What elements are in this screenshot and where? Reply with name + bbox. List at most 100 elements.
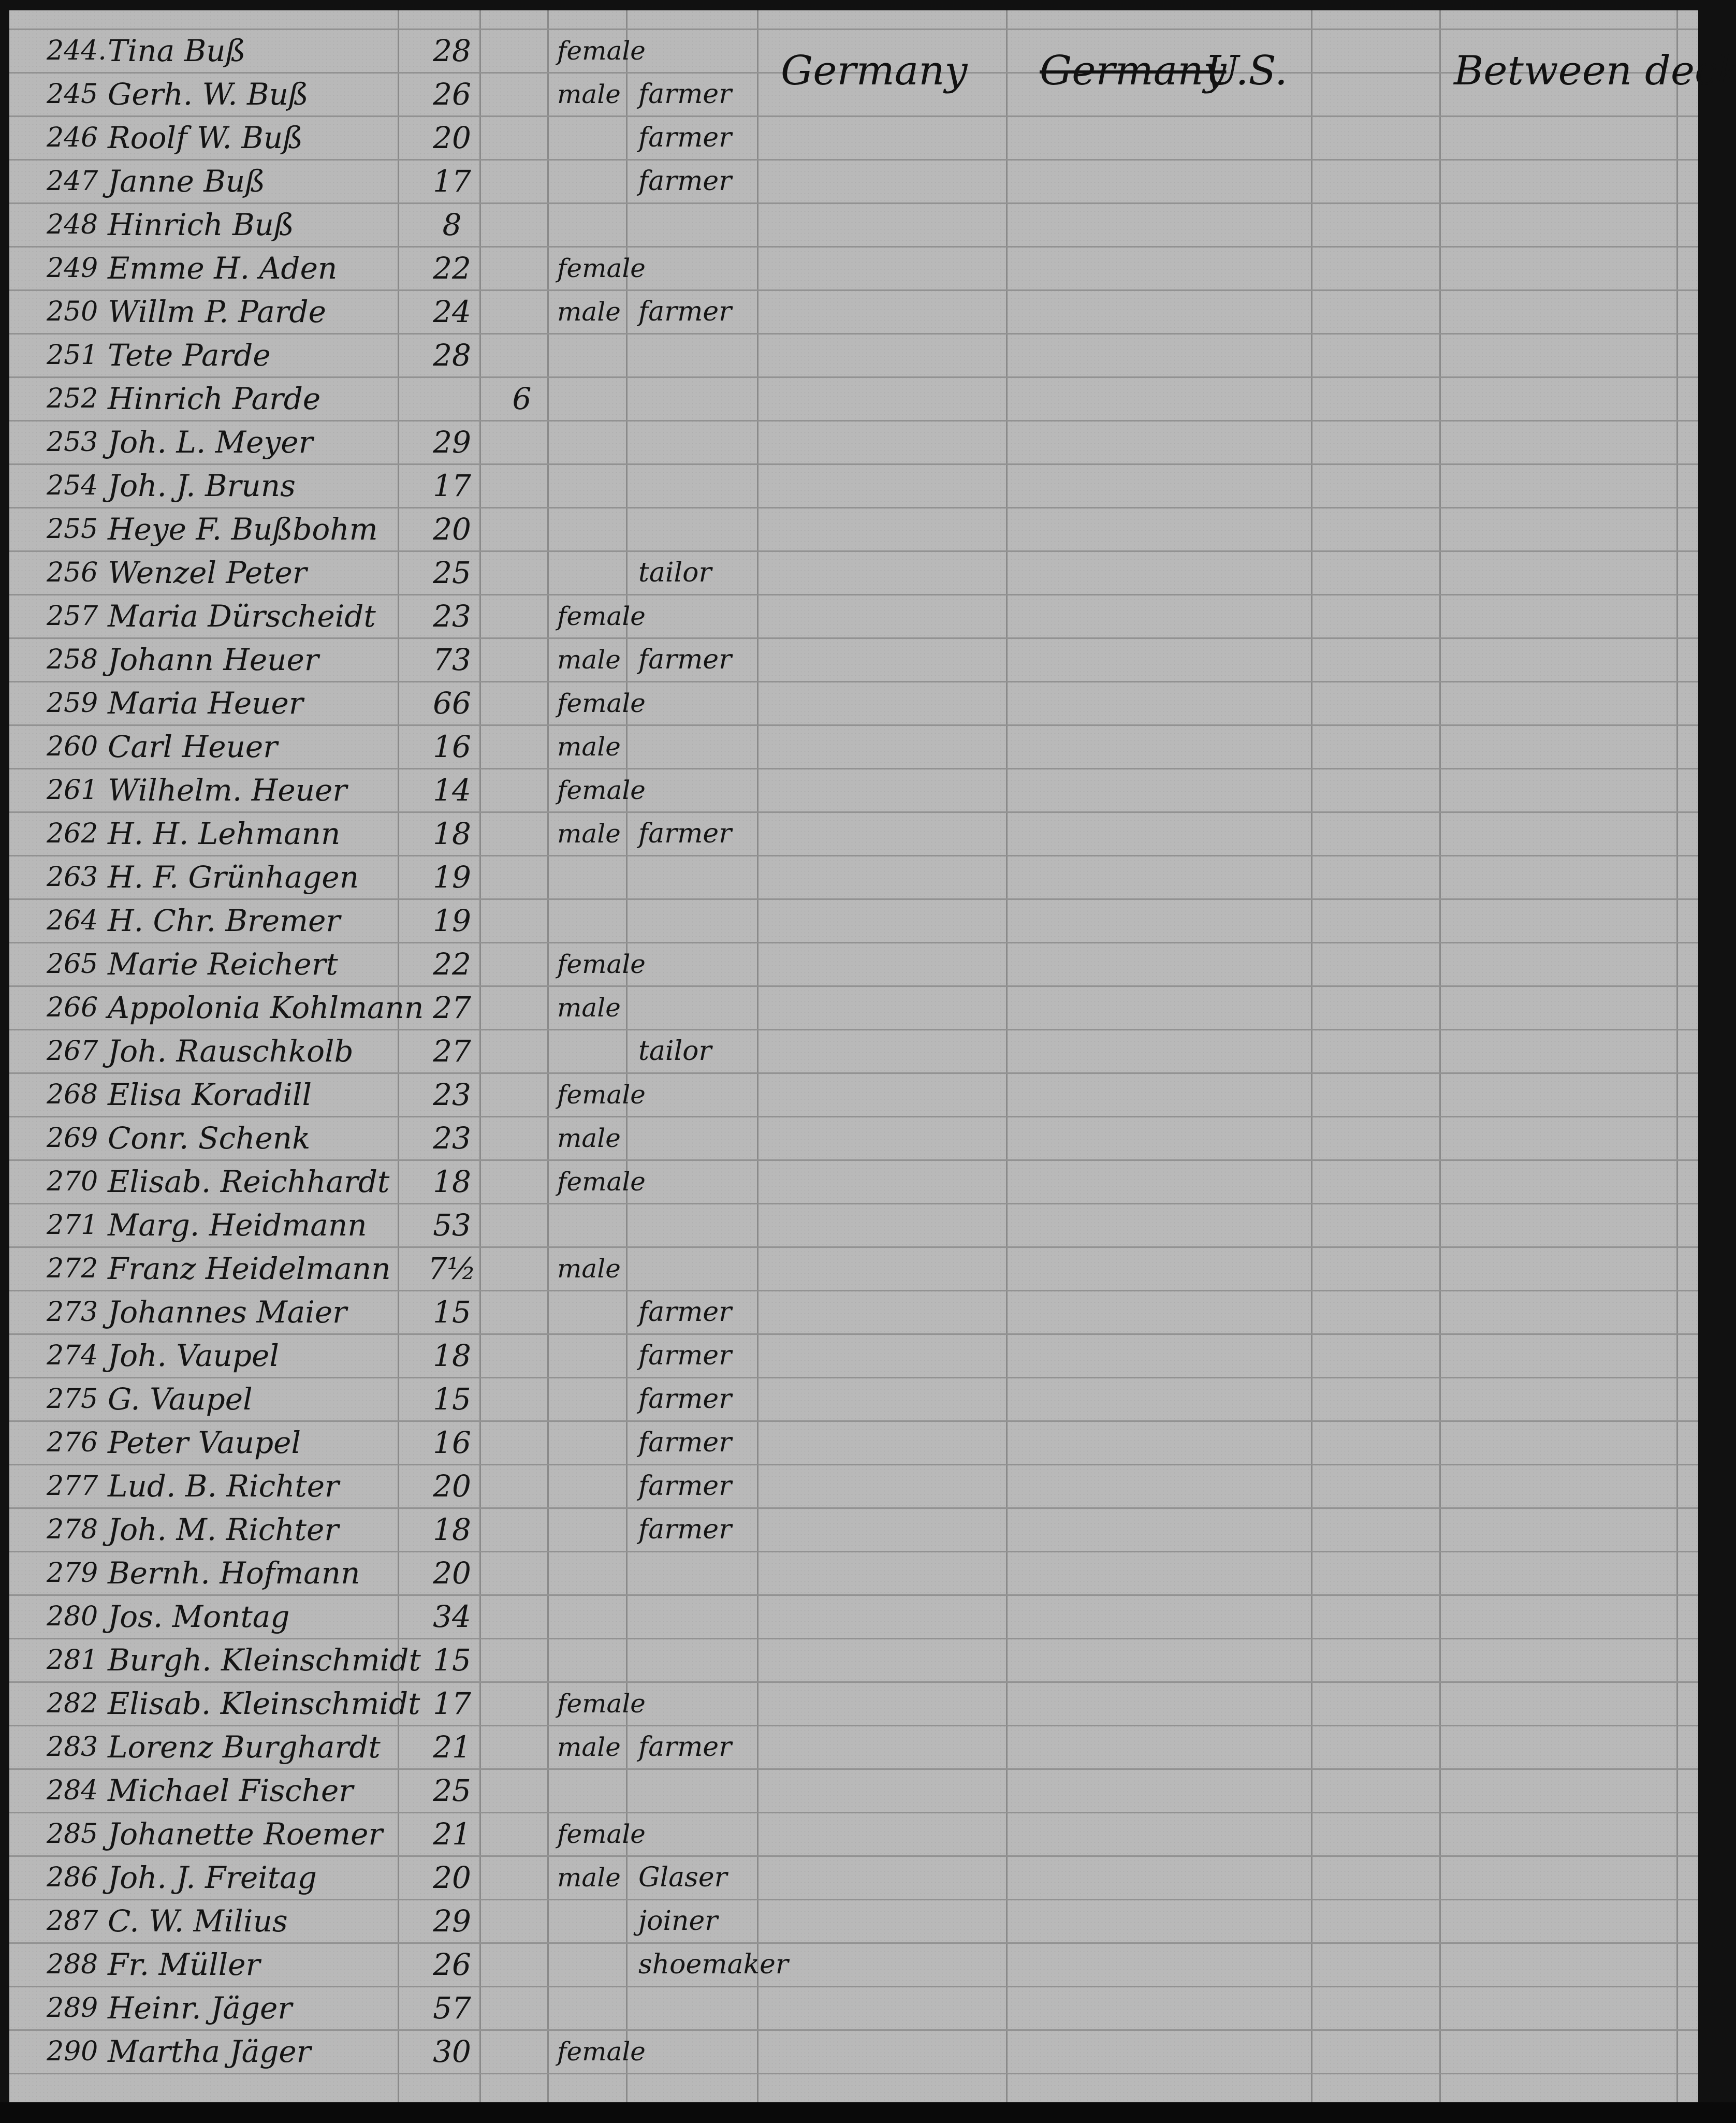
row-rule xyxy=(9,1942,1698,1944)
row-rule xyxy=(9,2073,1698,2074)
passenger-name: Franz Heidelmann xyxy=(108,1251,391,1286)
accommodation: Between deck xyxy=(1454,48,1736,94)
row-rule xyxy=(9,898,1698,900)
passenger-sex: female xyxy=(557,253,646,283)
row-rule xyxy=(9,1246,1698,1248)
passenger-age: 17 xyxy=(433,468,471,503)
passenger-num: 290 xyxy=(47,2036,98,2067)
passenger-age: 66 xyxy=(433,686,471,721)
row-rule xyxy=(9,1899,1698,1900)
passenger-sex: male xyxy=(557,645,621,675)
passenger-num: 251 xyxy=(47,340,98,371)
passenger-name: Martha Jäger xyxy=(108,2034,311,2069)
passenger-sex: female xyxy=(557,36,646,66)
passenger-num: 252 xyxy=(47,383,98,414)
passenger-name: Hinrich Parde xyxy=(108,381,321,416)
destination: U.S. xyxy=(1205,48,1288,94)
passenger-occupation: farmer xyxy=(638,1297,732,1328)
row-rule xyxy=(9,1855,1698,1857)
row-rule xyxy=(9,420,1698,421)
passenger-name: Appolonia Kohlmann xyxy=(108,990,424,1025)
passenger-num: 248 xyxy=(47,209,98,240)
passenger-name: Joh. Rauschkolb xyxy=(108,1034,354,1069)
passenger-age: 16 xyxy=(433,729,471,764)
passenger-num: 261 xyxy=(47,775,98,806)
row-rule xyxy=(9,28,1698,30)
passenger-row: 265 Marie Reichert 22 female xyxy=(9,942,1698,985)
passenger-sex: female xyxy=(557,2037,646,2067)
passenger-row: 271 Marg. Heidmann 53 xyxy=(9,1203,1698,1246)
passenger-num: 276 xyxy=(47,1427,98,1458)
passenger-num: 279 xyxy=(47,1558,98,1589)
row-rule xyxy=(9,72,1698,74)
row-rule xyxy=(9,594,1698,595)
row-rule xyxy=(9,855,1698,856)
passenger-age: 23 xyxy=(433,599,471,634)
country-of-origin: Germany xyxy=(781,48,968,94)
passenger-name: Joh. J. Freitag xyxy=(108,1860,317,1895)
passenger-sex: male xyxy=(557,297,621,327)
passenger-name: Elisa Koradill xyxy=(108,1077,312,1112)
passenger-num: 244. xyxy=(47,35,107,66)
column-rule xyxy=(1439,10,1441,2102)
passenger-name: G. Vaupel xyxy=(108,1382,253,1417)
row-rule xyxy=(9,985,1698,987)
passenger-row: 285 Johanette Roemer 21 female xyxy=(9,1812,1698,1855)
passenger-age: 17 xyxy=(433,164,471,199)
passenger-row: 270 Elisab. Reichhardt 18 female xyxy=(9,1159,1698,1203)
passenger-num: 288 xyxy=(47,1949,98,1980)
passenger-age: 53 xyxy=(433,1208,471,1243)
passenger-num: 267 xyxy=(47,1036,98,1067)
passenger-name: Marie Reichert xyxy=(108,947,338,982)
passenger-age: 18 xyxy=(433,1512,471,1547)
row-rule xyxy=(9,1986,1698,1987)
passenger-row: 290 Martha Jäger 30 female xyxy=(9,2029,1698,2073)
passenger-age: 18 xyxy=(433,1338,471,1373)
passenger-row: 253 Joh. L. Meyer 29 xyxy=(9,420,1698,463)
passenger-num: 246 xyxy=(47,122,98,153)
passenger-age: 26 xyxy=(433,1947,471,1982)
row-rule xyxy=(9,333,1698,335)
passenger-num: 277 xyxy=(47,1471,98,1502)
passenger-num: 249 xyxy=(47,253,98,284)
passenger-age: 25 xyxy=(433,1773,471,1808)
passenger-name: Carl Heuer xyxy=(108,729,278,764)
passenger-age: 73 xyxy=(433,642,471,677)
passenger-row: 274 Joh. Vaupel 18 farmer xyxy=(9,1333,1698,1377)
passenger-num: 275 xyxy=(47,1384,98,1415)
column-rule xyxy=(547,10,549,2102)
row-rule xyxy=(9,463,1698,465)
passenger-name: Fr. Müller xyxy=(108,1947,260,1982)
row-rule xyxy=(9,507,1698,508)
passenger-num: 264 xyxy=(47,905,98,936)
passenger-age: 20 xyxy=(433,512,471,547)
passenger-num: 253 xyxy=(47,427,98,458)
passenger-age: 27 xyxy=(433,990,471,1025)
passenger-sex: male xyxy=(557,993,621,1023)
passenger-name: H. Chr. Bremer xyxy=(108,903,341,938)
passenger-age: 26 xyxy=(433,77,471,112)
passenger-name: Gerh. W. Buß xyxy=(108,77,309,112)
row-rule xyxy=(9,1812,1698,1813)
passenger-age: 15 xyxy=(433,1382,471,1417)
passenger-age: 23 xyxy=(433,1077,471,1112)
passenger-row: 264 H. Chr. Bremer 19 xyxy=(9,898,1698,942)
passenger-num: 289 xyxy=(47,1993,98,2024)
passenger-num: 269 xyxy=(47,1123,98,1154)
row-rule xyxy=(9,289,1698,291)
passenger-num: 270 xyxy=(47,1166,98,1197)
passenger-row: 282 Elisab. Kleinschmidt 17 female xyxy=(9,1681,1698,1725)
passenger-sex: male xyxy=(557,1732,621,1762)
passenger-age: 34 xyxy=(433,1599,471,1634)
row-rule xyxy=(9,376,1698,378)
passenger-age: 17 xyxy=(433,1686,471,1721)
passenger-num: 245 xyxy=(47,79,98,110)
passenger-age: 28 xyxy=(433,338,471,373)
passenger-num: 259 xyxy=(47,688,98,719)
passenger-row: 261 Wilhelm. Heuer 14 female xyxy=(9,768,1698,811)
row-rule xyxy=(9,637,1698,639)
passenger-row: 287 C. W. Milius 29 joiner xyxy=(9,1899,1698,1942)
passenger-age: 29 xyxy=(433,425,471,460)
passenger-num: 271 xyxy=(47,1210,98,1241)
row-rule xyxy=(9,1681,1698,1683)
